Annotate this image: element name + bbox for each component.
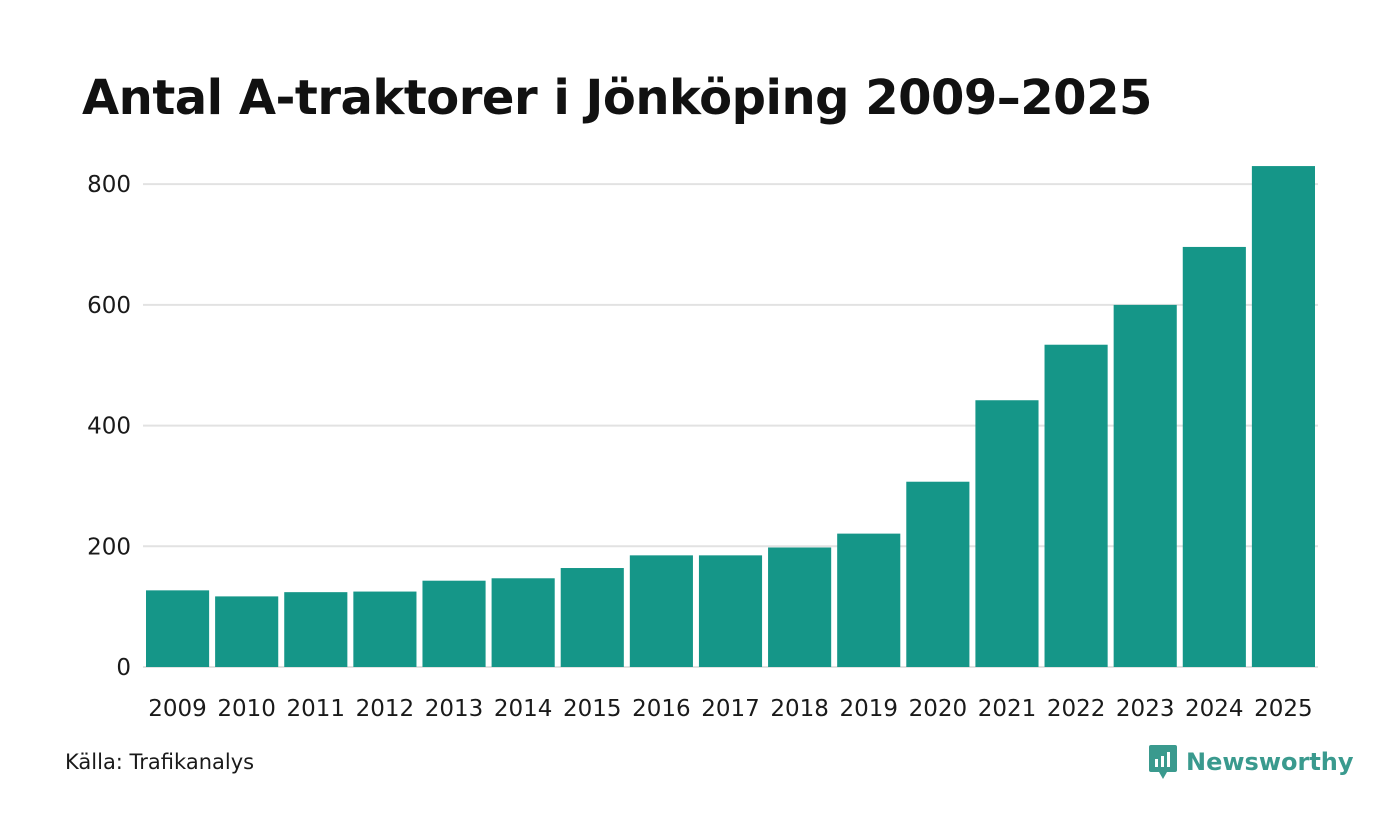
- bar-2025: [1251, 166, 1315, 667]
- source-note: Källa: Trafikanalys: [65, 750, 255, 774]
- y-tick-label: 0: [116, 655, 131, 681]
- y-axis-ticks: 0 200 400 600 800: [87, 172, 131, 681]
- x-tick-label: 2020: [909, 696, 968, 722]
- bar-2021: [975, 400, 1039, 667]
- newsworthy-logo-icon: [1149, 745, 1177, 779]
- x-tick-label: 2024: [1185, 696, 1244, 722]
- x-tick-label: 2025: [1254, 696, 1313, 722]
- x-axis-ticks: 2009 2010 2011 2012 2013 2014 2015 2016 2017 2018…: [148, 696, 1312, 722]
- bar-2015: [560, 568, 624, 667]
- chart-title: Antal A-traktorer i Jönköping 2009–2025: [82, 70, 1152, 126]
- bar-2011: [284, 592, 348, 667]
- x-tick-label: 2023: [1116, 696, 1175, 722]
- x-tick-label: 2009: [148, 696, 207, 722]
- brand-logo: Newsworthy: [1148, 744, 1354, 780]
- x-tick-label: 2016: [632, 696, 691, 722]
- x-tick-label: 2013: [425, 696, 484, 722]
- bar-2019: [837, 533, 901, 667]
- bar-2018: [768, 547, 832, 667]
- x-tick-label: 2022: [1047, 696, 1106, 722]
- bar-2020: [906, 481, 970, 667]
- x-tick-label: 2015: [563, 696, 622, 722]
- bar-series: [146, 166, 1315, 667]
- y-tick-label: 400: [87, 414, 131, 440]
- y-tick-label: 600: [87, 293, 131, 319]
- brand-name: Newsworthy: [1186, 748, 1354, 776]
- x-tick-label: 2019: [839, 696, 898, 722]
- x-tick-label: 2014: [494, 696, 553, 722]
- x-tick-label: 2021: [978, 696, 1037, 722]
- bar-2009: [146, 590, 210, 667]
- y-tick-label: 200: [87, 534, 131, 560]
- bar-2023: [1113, 304, 1177, 667]
- bar-2014: [491, 578, 555, 667]
- x-tick-label: 2010: [217, 696, 276, 722]
- y-tick-label: 800: [87, 172, 131, 198]
- x-tick-label: 2018: [770, 696, 829, 722]
- bar-2024: [1182, 246, 1246, 667]
- bar-2022: [1044, 344, 1108, 667]
- bar-2013: [422, 580, 486, 667]
- bar-2016: [629, 555, 693, 667]
- x-tick-label: 2012: [356, 696, 415, 722]
- x-tick-label: 2017: [701, 696, 760, 722]
- bar-2017: [698, 555, 763, 667]
- x-tick-label: 2011: [287, 696, 346, 722]
- bar-2010: [215, 596, 279, 667]
- bar-2012: [353, 591, 417, 667]
